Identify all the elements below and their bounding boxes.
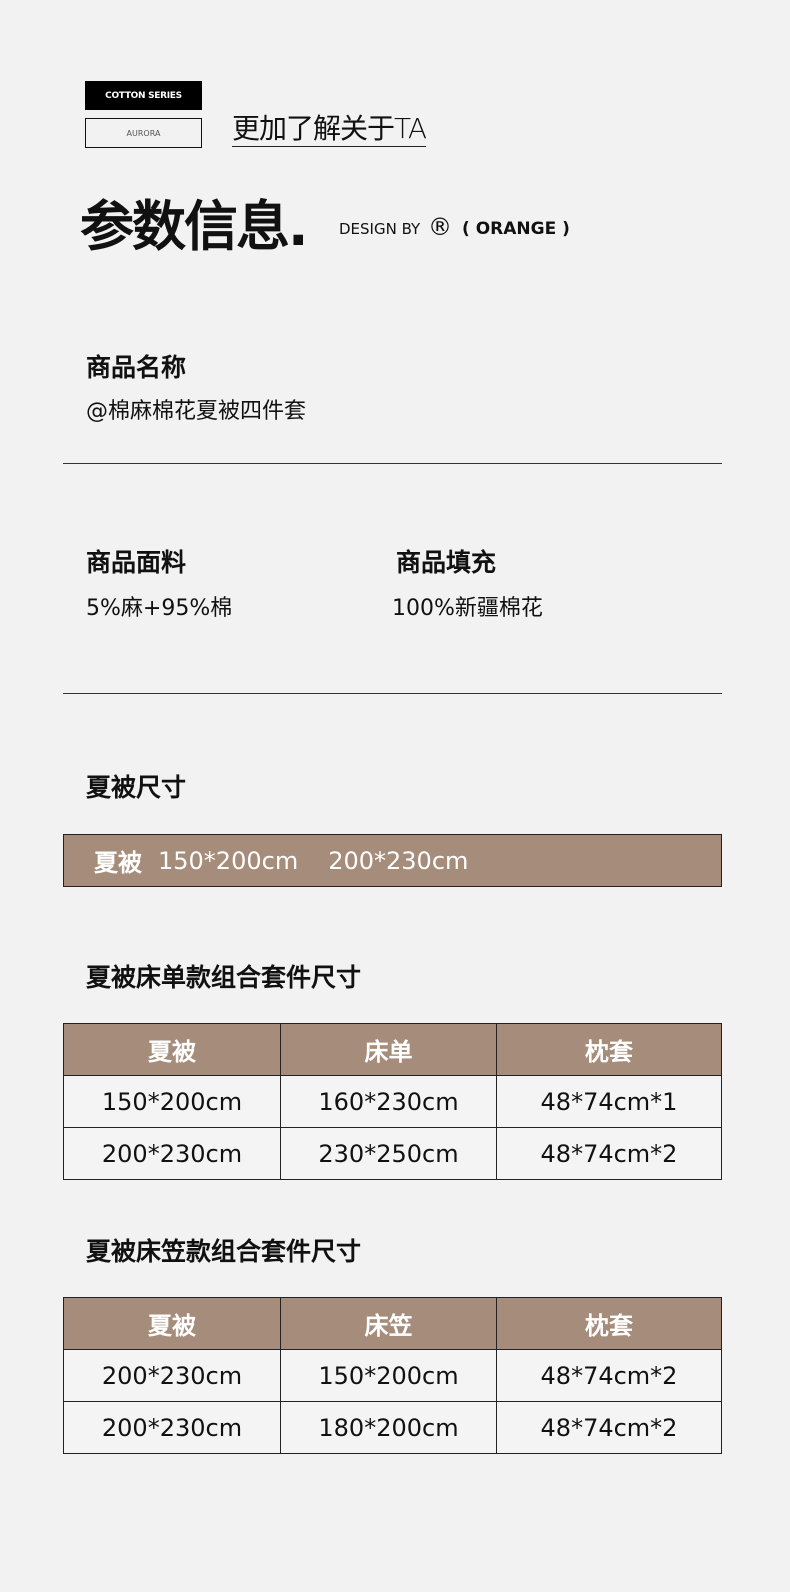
fabric-value: 5%麻+95%棉: [86, 596, 233, 621]
quilt-size: 200*230cm: [328, 846, 469, 875]
filling-label: 商品填充: [396, 548, 497, 577]
cell: 200*230cm: [63, 1349, 281, 1402]
header-cell: 枕套: [496, 1023, 722, 1076]
cell: 150*200cm: [63, 1075, 281, 1128]
quilt-label: 夏被: [94, 849, 142, 877]
header-cell: 夏被: [63, 1023, 281, 1076]
cell: 200*230cm: [63, 1127, 281, 1180]
header-cell: 床单: [280, 1023, 497, 1076]
table-row: 200*230cm 180*200cm 48*74cm*2: [63, 1401, 722, 1454]
header-cell: 夏被: [63, 1297, 281, 1350]
table-header-row: 夏被 床单 枕套: [63, 1023, 722, 1076]
fitted-set-table: 夏被 床笠 枕套 200*230cm 150*200cm 48*74cm*2 200*2…: [63, 1297, 722, 1454]
cell: 48*74cm*2: [496, 1349, 722, 1402]
fabric-label: 商品面料: [86, 548, 187, 577]
quilt-size-heading: 夏被尺寸: [86, 773, 187, 802]
divider: [63, 463, 722, 464]
cell: 160*230cm: [280, 1075, 497, 1128]
registered-icon: ®: [428, 213, 452, 241]
header-cell: 枕套: [496, 1297, 722, 1350]
learn-more-link[interactable]: 更加了解关于TA: [232, 112, 427, 147]
cotton-series-badge: COTTON SERIES: [85, 81, 202, 110]
divider: [63, 693, 722, 694]
name-label: 商品名称: [86, 353, 187, 382]
sheet-set-heading: 夏被床单款组合套件尺寸: [86, 963, 362, 992]
table-header-row: 夏被 床笠 枕套: [63, 1297, 722, 1350]
aurora-badge: AURORA: [85, 118, 202, 148]
quilt-size: 150*200cm: [158, 846, 299, 875]
table-row: 150*200cm 160*230cm 48*74cm*1: [63, 1075, 722, 1128]
quilt-size-bar: 夏被 150*200cm 200*230cm: [63, 834, 722, 887]
cell: 150*200cm: [280, 1349, 497, 1402]
page-title: 参数信息.: [80, 195, 309, 258]
table-row: 200*230cm 150*200cm 48*74cm*2: [63, 1349, 722, 1402]
cell: 48*74cm*2: [496, 1401, 722, 1454]
fitted-set-heading: 夏被床笠款组合套件尺寸: [86, 1237, 362, 1266]
cell: 200*230cm: [63, 1401, 281, 1454]
cell: 180*200cm: [280, 1401, 497, 1454]
header-cell: 床笠: [280, 1297, 497, 1350]
sheet-set-table: 夏被 床单 枕套 150*200cm 160*230cm 48*74cm*1 200*2…: [63, 1023, 722, 1180]
filling-value: 100%新疆棉花: [392, 596, 543, 621]
cell: 48*74cm*1: [496, 1075, 722, 1128]
brand-name: ( ORANGE ): [462, 219, 570, 239]
cell: 48*74cm*2: [496, 1127, 722, 1180]
design-by-label: DESIGN BY: [339, 220, 421, 238]
cell: 230*250cm: [280, 1127, 497, 1180]
name-value: @棉麻棉花夏被四件套: [86, 399, 307, 424]
table-row: 200*230cm 230*250cm 48*74cm*2: [63, 1127, 722, 1180]
